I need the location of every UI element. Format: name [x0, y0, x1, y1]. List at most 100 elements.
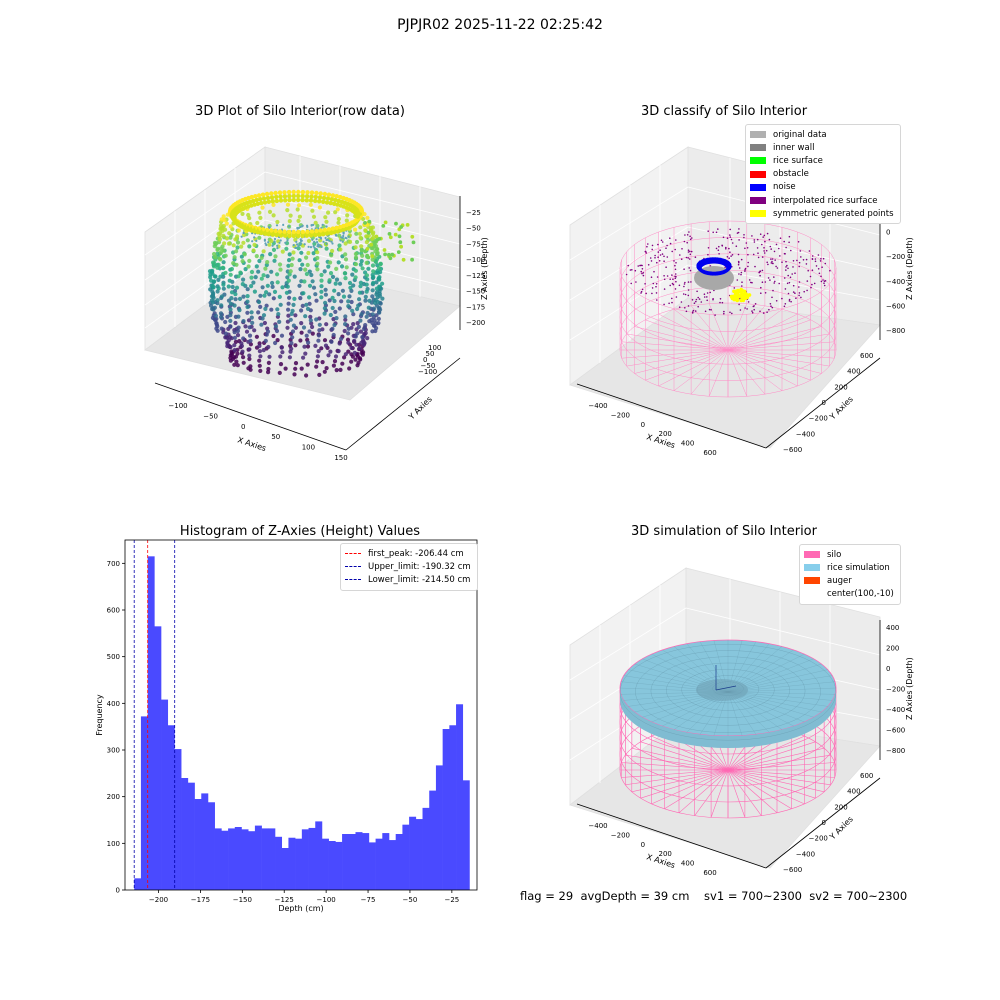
data-point: [213, 274, 218, 279]
data-point: [688, 267, 690, 269]
data-point: [258, 354, 263, 359]
y-tick-label: 400: [107, 700, 120, 708]
silo-spoke: [727, 313, 798, 351]
data-point: [315, 261, 320, 266]
data-point: [751, 281, 753, 284]
data-point: [805, 258, 808, 261]
data-point: [338, 194, 343, 200]
grid-line: [687, 226, 881, 271]
x-axis-label: Depth (cm): [278, 904, 323, 913]
y-axis-label: Y Axies: [827, 815, 855, 843]
data-point: [744, 268, 746, 271]
data-point: [787, 267, 789, 270]
data-point: [288, 269, 293, 274]
x-tick-label: 400: [681, 440, 694, 448]
data-point: [278, 241, 281, 244]
data-point: [729, 234, 731, 236]
data-point: [319, 295, 324, 300]
data-point: [291, 189, 296, 195]
data-point: [798, 261, 801, 264]
data-point: [673, 260, 675, 262]
data-point: [769, 279, 771, 281]
data-point: [653, 270, 655, 273]
data-point: [316, 349, 321, 354]
data-point: [266, 370, 271, 375]
data-point: [302, 279, 307, 284]
data-point: [317, 245, 320, 248]
data-point: [240, 211, 245, 216]
data-point: [261, 313, 267, 318]
data-point: [337, 243, 342, 248]
data-point: [275, 219, 280, 225]
data-point: [301, 355, 306, 360]
data-point: [288, 317, 293, 322]
data-point: [297, 214, 302, 219]
data-point: [334, 277, 340, 282]
data-point: [381, 224, 386, 228]
data-point: [310, 324, 315, 330]
data-point: [369, 242, 374, 247]
data-point: [736, 293, 740, 298]
data-point: [342, 271, 347, 276]
data-point: [761, 269, 764, 272]
x-tick-label: −400: [588, 822, 607, 830]
data-point: [227, 278, 232, 283]
x-tick-label: −400: [588, 402, 607, 410]
data-point: [282, 223, 285, 226]
data-point: [738, 273, 740, 275]
data-point: [756, 238, 759, 241]
data-point: [321, 195, 327, 201]
data-point: [279, 333, 285, 338]
data-point: [328, 200, 333, 206]
data-point: [295, 240, 298, 243]
data-point: [307, 301, 312, 306]
data-point: [783, 305, 786, 308]
data-point: [721, 245, 724, 247]
data-point: [672, 278, 674, 281]
data-point: [710, 309, 712, 311]
data-point: [289, 346, 294, 351]
data-point: [275, 224, 279, 227]
data-point: [674, 248, 676, 251]
data-point: [216, 262, 221, 267]
data-point: [744, 247, 746, 250]
data-point: [305, 306, 311, 311]
data-point: [718, 245, 720, 248]
data-point: [725, 248, 727, 250]
data-point: [358, 329, 364, 334]
data-point: [287, 295, 292, 300]
data-point: [376, 276, 381, 281]
data-point: [794, 292, 796, 295]
data-point: [663, 275, 665, 277]
data-point: [666, 244, 668, 247]
legend-item: obstacle: [750, 168, 894, 181]
data-point: [241, 355, 246, 360]
data-point: [366, 230, 371, 235]
data-point: [251, 198, 256, 204]
data-point: [296, 246, 301, 251]
data-point: [247, 353, 252, 358]
data-point: [824, 262, 827, 265]
data-point: [315, 354, 320, 359]
data-point: [221, 248, 226, 253]
data-point: [736, 289, 740, 294]
data-point: [768, 308, 770, 311]
data-point: [311, 238, 314, 241]
silo-spoke: [727, 769, 792, 810]
data-point: [325, 196, 331, 201]
data-point: [678, 306, 681, 309]
data-point: [689, 235, 691, 238]
data-point: [336, 349, 341, 354]
data-point: [639, 264, 641, 267]
data-point: [700, 301, 703, 303]
silo-spoke: [727, 349, 748, 397]
data-point: [264, 290, 269, 295]
data-point: [741, 285, 743, 287]
data-point: [257, 349, 262, 354]
grid-line: [569, 607, 687, 681]
data-point: [361, 350, 366, 355]
data-point: [256, 193, 262, 198]
data-point: [644, 283, 646, 285]
data-point: [232, 348, 237, 353]
data-point: [315, 359, 320, 364]
